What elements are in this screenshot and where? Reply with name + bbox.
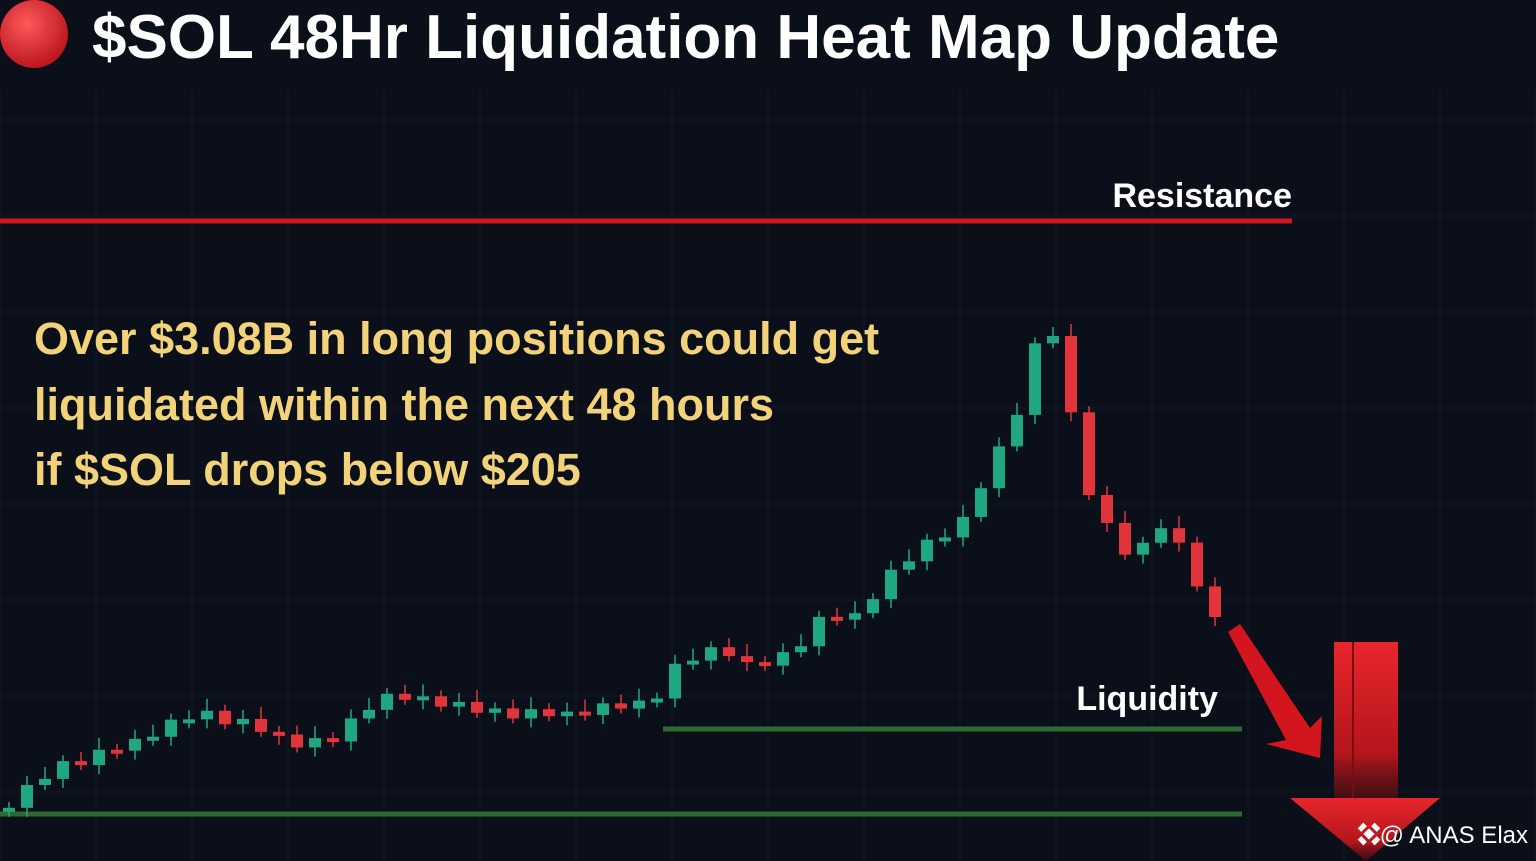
candle-body (1173, 528, 1185, 543)
candle-body (39, 778, 51, 785)
candle-body (219, 710, 231, 725)
candle-body (399, 693, 411, 700)
candle-body (363, 709, 375, 719)
body-line: Over $3.08B in long positions could get (34, 313, 879, 364)
watermark: @ ANAS Elax (1357, 822, 1528, 849)
candle-body (1155, 528, 1167, 543)
candle-body (957, 516, 969, 538)
candle-body (813, 616, 825, 647)
candle-body (1047, 336, 1059, 344)
candle-body (885, 569, 897, 600)
candle-body (1191, 542, 1203, 587)
candle-body (21, 784, 33, 808)
candle-body (651, 698, 663, 703)
candle-body (993, 446, 1005, 489)
candle-body (777, 652, 789, 666)
candle-body (237, 718, 249, 725)
candle-body (381, 693, 393, 710)
candle-body (633, 700, 645, 709)
candle-body (309, 738, 321, 748)
candle-body (93, 749, 105, 766)
candle-body (1083, 412, 1095, 495)
red-dot-icon (0, 0, 68, 68)
candle-body (1137, 542, 1149, 555)
candle-body (1011, 414, 1023, 447)
candle-body (903, 561, 915, 570)
candle-body (525, 709, 537, 719)
candle-body (705, 647, 717, 661)
candle-body (453, 701, 465, 707)
down-arrow-head (1290, 798, 1440, 861)
candle-body (129, 738, 141, 751)
candle-body (255, 718, 267, 732)
candle-body (867, 599, 879, 614)
candle-body (921, 539, 933, 562)
candle-body (327, 738, 339, 743)
body-line: if $SOL drops below $205 (34, 444, 581, 495)
candle-body (939, 537, 951, 542)
candle-body (471, 701, 483, 713)
candle-body (759, 662, 771, 667)
candle-body (75, 761, 87, 766)
candle-body (507, 708, 519, 719)
candle-body (1209, 586, 1221, 617)
candle-body (3, 807, 15, 812)
candle-body (165, 719, 177, 737)
resistance-label: Resistance (1112, 177, 1292, 215)
candle-body (831, 616, 843, 621)
candle-body (615, 703, 627, 709)
candle-body (417, 696, 429, 701)
candle-body (291, 734, 303, 748)
candle-body (741, 656, 753, 663)
candle-body (795, 646, 807, 653)
body-line: liquidated within the next 48 hours (34, 379, 774, 430)
watermark-text: @ ANAS Elax (1380, 822, 1528, 849)
candle-body (435, 696, 447, 707)
candle-body (579, 711, 591, 716)
candle-body (723, 647, 735, 657)
candle-body (1119, 522, 1131, 555)
down-arrow-shaft (1334, 642, 1398, 802)
candle-body (687, 660, 699, 665)
candle-body (183, 719, 195, 724)
candlesticks (3, 324, 1221, 817)
candle-body (273, 731, 285, 736)
candle-body (201, 710, 213, 720)
candle-body (57, 761, 69, 779)
candle-body (975, 488, 987, 517)
liquidity-label: Liquidity (1076, 680, 1218, 718)
diagonal-arrow (1228, 624, 1322, 758)
candle-body (111, 749, 123, 754)
candle-body (147, 736, 159, 741)
candle-body (597, 703, 609, 715)
candle-body (1101, 495, 1113, 523)
candle-body (489, 708, 501, 713)
title: $SOL 48Hr Liquidation Heat Map Update (92, 3, 1279, 72)
candle-body (1029, 343, 1041, 415)
candle-body (561, 711, 573, 717)
candle-body (849, 613, 861, 620)
candle-body (345, 718, 357, 742)
candle-body (669, 663, 681, 699)
candle-body (543, 709, 555, 717)
candle-body (1065, 336, 1077, 413)
